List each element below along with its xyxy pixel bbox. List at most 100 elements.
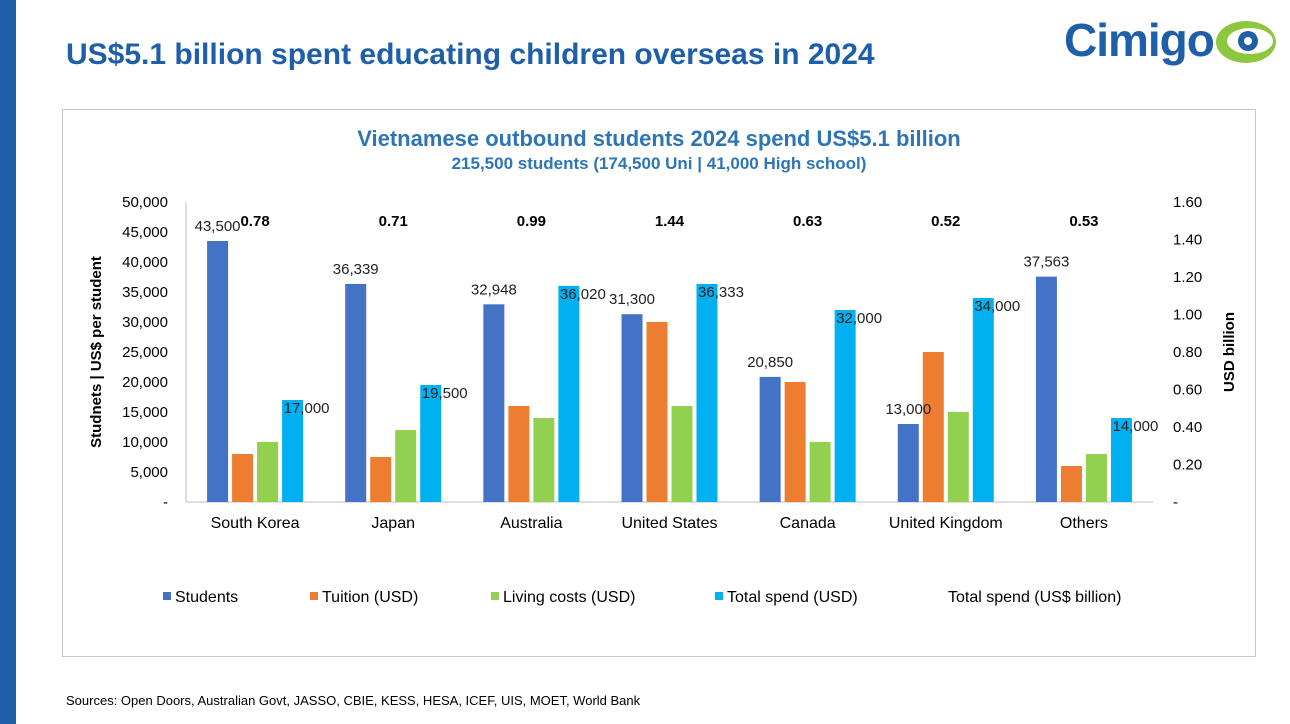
legend-swatch xyxy=(310,592,318,600)
legend-swatch xyxy=(715,592,723,600)
data-label: 34,000 xyxy=(974,298,1020,315)
y-tick-label: 35,000 xyxy=(122,284,168,301)
data-label: 14,000 xyxy=(1112,418,1158,435)
bar-students xyxy=(897,424,919,502)
bar-students xyxy=(207,241,229,502)
legend: Students Tuition (USD) Living costs (USD) T… xyxy=(163,589,1121,606)
bar-tuition-usd xyxy=(232,454,254,502)
legend-swatch xyxy=(491,592,499,600)
y2-tick-label: 0.80 xyxy=(1173,344,1202,361)
y2-tick-label: 1.60 xyxy=(1173,194,1202,211)
bar-living-costs-usd xyxy=(947,412,969,502)
y2-tick-label: 0.40 xyxy=(1173,419,1202,436)
category-label: United States xyxy=(621,515,717,532)
left-accent-bar xyxy=(0,0,16,724)
bar-living-costs-usd xyxy=(809,442,831,502)
y2-tick-label: - xyxy=(1173,494,1178,511)
bar-living-costs-usd xyxy=(395,430,417,502)
bar-total-spend-usd xyxy=(420,385,442,502)
y-tick-label: 45,000 xyxy=(122,224,168,241)
total-spend-billion-label: 0.71 xyxy=(379,213,408,230)
data-label: 37,563 xyxy=(1023,254,1069,271)
category-label: Others xyxy=(1060,515,1108,532)
bar-students xyxy=(1035,276,1057,502)
sources-note: Sources: Open Doors, Australian Govt, JA… xyxy=(66,693,641,708)
bar-total-spend-usd xyxy=(696,284,718,502)
data-label: 31,300 xyxy=(609,291,655,308)
y-tick-label: 15,000 xyxy=(122,404,168,421)
bar-living-costs-usd xyxy=(671,406,693,502)
y-tick-label: 10,000 xyxy=(122,434,168,451)
bar-living-costs-usd xyxy=(257,442,279,502)
category-label: Canada xyxy=(780,515,836,532)
category-label: Australia xyxy=(500,515,562,532)
data-labels: 43,500 17,000 0.78 36,339 19,500 0.71 32,948 36… xyxy=(195,213,1159,435)
legend-label: Students xyxy=(175,589,238,606)
bar-students xyxy=(759,376,781,502)
bar-living-costs-usd xyxy=(1085,454,1107,502)
data-label: 36,333 xyxy=(698,284,744,301)
bar-total-spend-usd xyxy=(282,400,304,502)
y2-tick-label: 0.20 xyxy=(1173,457,1202,474)
y2-tick-label: 1.40 xyxy=(1173,232,1202,249)
y-axis-ticks: - 5,000 10,000 15,000 20,000 25,000 30,000 35,0… xyxy=(122,194,168,511)
y2-tick-label: 1.20 xyxy=(1173,269,1202,286)
data-label: 36,339 xyxy=(333,261,379,278)
data-label: 17,000 xyxy=(284,400,330,417)
data-label: 36,020 xyxy=(560,286,606,303)
y2-tick-label: 0.60 xyxy=(1173,382,1202,399)
eye-icon xyxy=(1216,21,1276,63)
chart-title: Vietnamese outbound students 2024 spend … xyxy=(357,126,961,151)
y-tick-label: 50,000 xyxy=(122,194,168,211)
bar-total-spend-usd xyxy=(1110,418,1132,502)
y2-axis-label: USD billion xyxy=(1221,312,1238,392)
total-spend-billion-label: 0.78 xyxy=(240,213,269,230)
bar-tuition-usd xyxy=(922,352,944,502)
category-label: South Korea xyxy=(211,515,300,532)
logo-text: Cimigo xyxy=(1064,14,1215,66)
y-axis-label: Studnets | US$ per student xyxy=(88,256,105,448)
bar-students xyxy=(345,283,367,502)
bar-living-costs-usd xyxy=(533,418,555,502)
legend-label: Living costs (USD) xyxy=(503,589,635,606)
bar-total-spend-usd xyxy=(834,310,856,502)
bar-tuition-usd xyxy=(784,382,806,502)
data-label: 32,000 xyxy=(836,310,882,327)
y-tick-label: - xyxy=(163,494,168,511)
legend-swatch xyxy=(163,592,171,600)
y2-tick-label: 1.00 xyxy=(1173,307,1202,324)
slide-title: US$5.1 billion spent educating children … xyxy=(66,38,875,71)
legend-label: Total spend (US$ billion) xyxy=(948,589,1121,606)
y-tick-label: 20,000 xyxy=(122,374,168,391)
bar-tuition-usd xyxy=(1060,466,1082,502)
category-labels: South Korea Japan Australia United States Ca… xyxy=(211,515,1108,532)
bar-total-spend-usd xyxy=(558,285,580,502)
category-label: Japan xyxy=(371,515,415,532)
bars-group xyxy=(207,241,1132,502)
data-label: 20,850 xyxy=(747,354,793,371)
data-label: 32,948 xyxy=(471,281,517,298)
total-spend-billion-label: 0.53 xyxy=(1069,213,1098,230)
bar-tuition-usd xyxy=(370,457,392,502)
bar-total-spend-usd xyxy=(972,298,994,502)
chart-subtitle: 215,500 students (174,500 Uni | 41,000 H… xyxy=(451,154,867,173)
y-tick-label: 25,000 xyxy=(122,344,168,361)
data-label: 19,500 xyxy=(422,385,468,402)
cimigo-logo: Cimigo xyxy=(1064,14,1280,70)
y-tick-label: 40,000 xyxy=(122,254,168,271)
y2-axis-ticks: - 0.20 0.40 0.60 0.80 1.00 1.20 1.40 1.60 xyxy=(1173,194,1202,511)
total-spend-billion-label: 0.52 xyxy=(931,213,960,230)
data-label: 43,500 xyxy=(195,218,241,235)
legend-label: Tuition (USD) xyxy=(322,589,418,606)
total-spend-billion-label: 0.99 xyxy=(517,213,546,230)
bar-students xyxy=(621,314,643,502)
bar-students xyxy=(483,304,505,502)
bar-tuition-usd xyxy=(646,322,668,502)
legend-label: Total spend (USD) xyxy=(727,589,858,606)
y-tick-label: 30,000 xyxy=(122,314,168,331)
bar-tuition-usd xyxy=(508,406,530,502)
total-spend-billion-label: 0.63 xyxy=(793,213,822,230)
total-spend-billion-label: 1.44 xyxy=(655,213,685,230)
y-tick-label: 5,000 xyxy=(130,464,168,481)
